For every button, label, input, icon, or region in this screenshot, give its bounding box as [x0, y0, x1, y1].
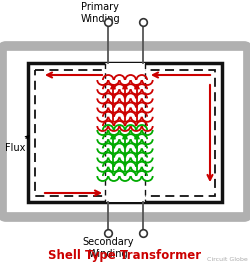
Bar	[28, 63, 222, 202]
Text: Primary
Winding: Primary Winding	[80, 2, 120, 23]
Bar	[105, 63, 145, 202]
Text: Flux: Flux	[5, 136, 29, 153]
Text: Shell Type Transformer: Shell Type Transformer	[48, 249, 202, 262]
FancyBboxPatch shape	[2, 46, 248, 217]
Bar	[35, 70, 215, 196]
Text: Secondary
Winding: Secondary Winding	[82, 237, 134, 259]
Text: Circuit Globe: Circuit Globe	[207, 257, 248, 262]
